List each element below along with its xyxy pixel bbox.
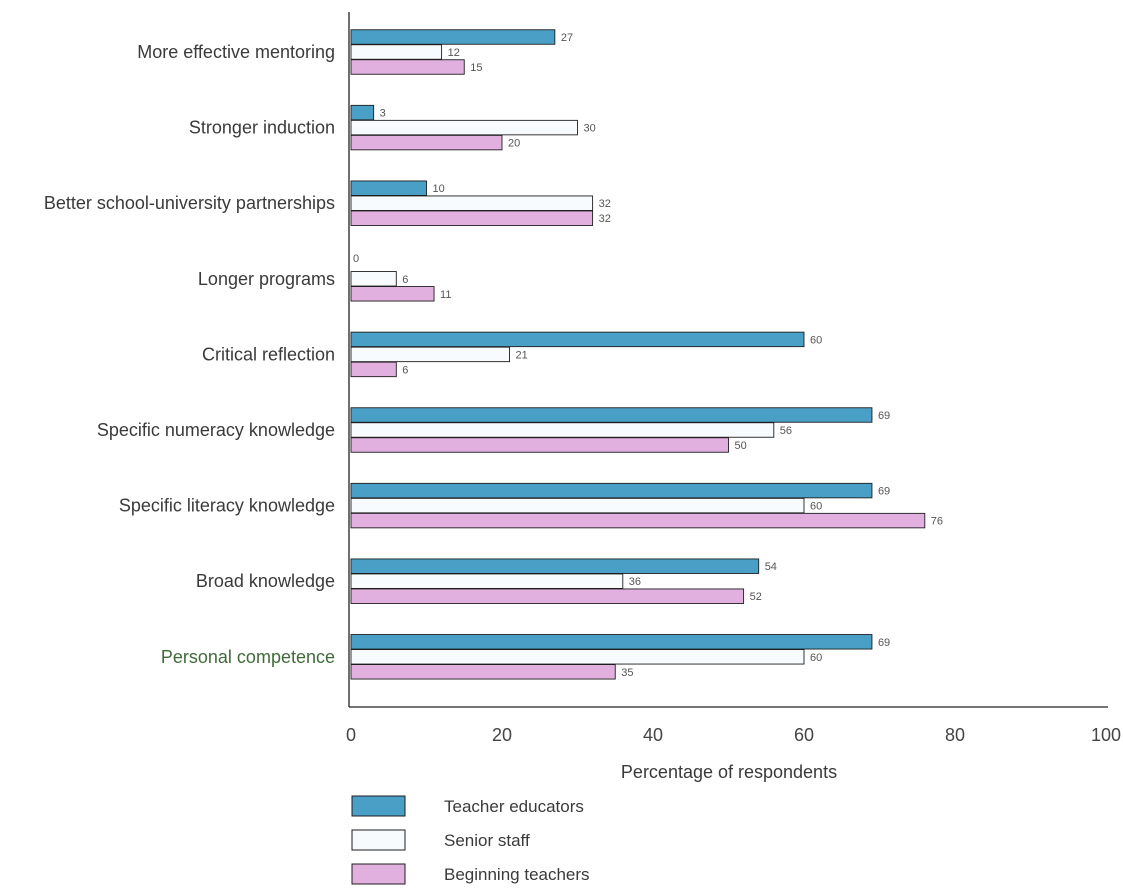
- bar-beginning-teachers: [350, 437, 729, 453]
- value-label: 30: [584, 123, 596, 135]
- x-tick-label: 0: [346, 725, 356, 745]
- bar-senior-staff: [350, 195, 594, 211]
- bar-senior-staff: [350, 497, 805, 514]
- value-label: 60: [810, 501, 822, 513]
- category-label: Specific numeracy knowledge: [97, 420, 335, 440]
- legend-swatch: [351, 863, 406, 885]
- category-label: Better school-university partnerships: [44, 193, 335, 213]
- x-tick-labels: 0 20 40 60 80 100: [346, 725, 1121, 745]
- bar-beginning-teachers: [350, 512, 926, 529]
- value-label: 20: [508, 138, 520, 150]
- legend-swatch: [351, 795, 406, 817]
- value-label: 6: [402, 364, 408, 376]
- bar-teacher-educators: [350, 558, 760, 574]
- axes: [348, 12, 1108, 708]
- value-label: 10: [433, 183, 445, 195]
- bar-senior-staff: [350, 119, 578, 136]
- value-label: 69: [878, 486, 890, 498]
- bar-beginning-teachers: [350, 588, 745, 604]
- value-label: 0: [353, 253, 359, 265]
- value-label: 36: [629, 576, 641, 588]
- bar-teacher-educators: [350, 407, 873, 423]
- bar-beginning-teachers: [350, 361, 397, 378]
- value-label: 50: [735, 440, 747, 452]
- bar-beginning-teachers: [350, 134, 503, 151]
- value-label: 54: [765, 561, 777, 573]
- value-label: 52: [750, 591, 762, 603]
- category-label: Longer programs: [198, 269, 335, 289]
- value-label: 12: [448, 47, 460, 59]
- bar-senior-staff: [350, 649, 805, 665]
- bar-senior-staff: [350, 422, 775, 438]
- value-label: 60: [810, 334, 822, 346]
- category-label: More effective mentoring: [137, 42, 335, 62]
- value-label: 3: [380, 108, 386, 120]
- bar-beginning-teachers: [350, 210, 594, 226]
- bar-teacher-educators: [350, 331, 805, 348]
- value-label: 60: [810, 652, 822, 664]
- value-label: 21: [516, 349, 528, 361]
- x-tick-label: 40: [643, 725, 663, 745]
- bar-beginning-teachers: [350, 664, 616, 680]
- bar-beginning-teachers: [350, 286, 435, 302]
- bar-senior-staff: [350, 346, 511, 363]
- bar-senior-staff: [350, 44, 443, 60]
- value-label: 35: [621, 667, 633, 679]
- value-label: 27: [561, 32, 573, 44]
- legend-swatch: [351, 829, 406, 851]
- category-label: Broad knowledge: [196, 571, 335, 591]
- x-tick-label: 60: [794, 725, 814, 745]
- value-labels: 27 12 15 3 30 20 10 32 32 0 6 11 60 21 6 69 56 50 69 60 76 54…: [353, 32, 943, 679]
- x-tick-label: 100: [1091, 725, 1121, 745]
- bar-teacher-educators: [350, 29, 556, 45]
- value-label: 11: [440, 289, 451, 301]
- category-labels: More effective mentoring Stronger inducti…: [44, 42, 335, 667]
- value-label: 69: [878, 410, 890, 422]
- category-label: Personal competence: [161, 647, 335, 667]
- bar-beginning-teachers: [350, 59, 465, 75]
- bar-teacher-educators: [350, 180, 427, 196]
- category-label: Stronger induction: [189, 118, 335, 138]
- x-axis-title: Percentage of respondents: [621, 762, 837, 782]
- value-label: 15: [470, 62, 482, 74]
- value-label: 32: [599, 213, 611, 225]
- value-label: 32: [599, 198, 611, 210]
- value-label: 6: [402, 274, 408, 286]
- legend-label: Beginning teachers: [444, 865, 590, 884]
- legend-label: Teacher educators: [444, 797, 584, 816]
- x-tick-label: 20: [492, 725, 512, 745]
- value-label: 56: [780, 425, 792, 437]
- legend-label: Senior staff: [444, 831, 530, 850]
- bar-senior-staff: [350, 271, 397, 287]
- bar-teacher-educators: [350, 634, 873, 650]
- value-label: 69: [878, 637, 890, 649]
- category-label: Specific literacy knowledge: [119, 496, 335, 516]
- bars: [350, 29, 926, 680]
- bar-teacher-educators: [350, 482, 873, 499]
- bar-teacher-educators: [350, 104, 375, 121]
- value-label: 76: [931, 516, 943, 528]
- x-tick-label: 80: [945, 725, 965, 745]
- category-label: Critical reflection: [202, 344, 335, 364]
- legend: Teacher educators Senior staff Beginning t…: [351, 795, 590, 885]
- bar-senior-staff: [350, 573, 624, 589]
